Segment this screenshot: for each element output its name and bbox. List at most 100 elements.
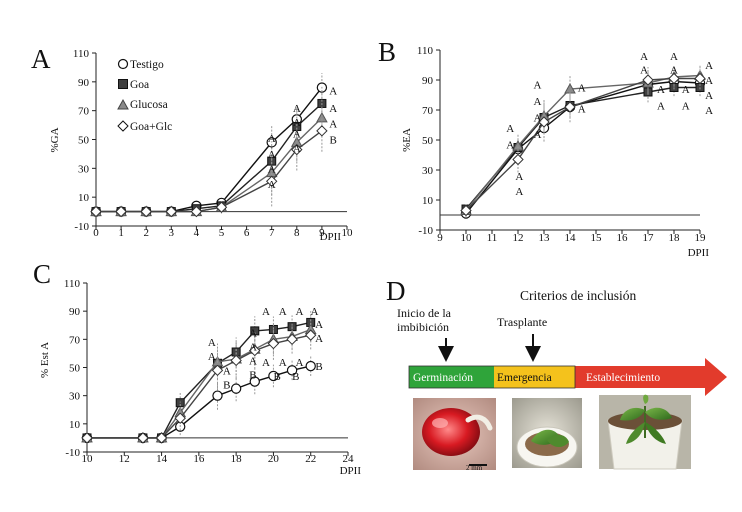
panel-b-series-testigo [460,74,706,219]
x-tick-label: 22 [305,453,316,465]
panel-d-letter: D [386,276,406,306]
y-tick-label: 30 [78,163,90,175]
data-point-testigo [305,360,316,372]
significance-letter: A [293,129,301,141]
significance-letter: A [249,341,257,353]
data-point-testigo [286,365,298,376]
y-tick-label: 70 [422,105,434,117]
significance-letter: A [515,171,523,183]
significance-letter: A [293,143,301,155]
significance-letter: A [329,119,337,131]
panel-c-x-axis-title: DPII [340,465,362,477]
panel-c-series-goa-glc [81,320,317,444]
legend-label-testigo: Testigo [130,59,164,71]
panel-b-letter: B [378,37,396,67]
y-tick-label: 50 [69,363,81,375]
germinated-seed-photo: 2 mm [413,398,496,472]
significance-letter: A [670,65,678,77]
significance-letter: A [296,357,304,369]
data-point-testigo [212,390,223,401]
x-tick-label: 20 [268,453,280,465]
x-tick-label: 12 [513,232,524,244]
x-tick-label: 4 [194,227,200,239]
data-point-goa-glc [215,201,228,213]
data-point-goa-glc [115,205,127,218]
x-tick-label: 16 [193,453,205,465]
significance-letter: A [268,179,276,191]
legend-item-goa: Goa [118,79,149,91]
data-point-goa-glc [512,153,524,166]
data-point-goa-glc [538,116,550,128]
data-point-goa-glc [230,354,242,367]
y-tick-label: 30 [422,165,434,177]
significance-letter: B [292,371,299,383]
x-tick-label: 15 [591,232,603,244]
x-tick-label: 18 [669,232,681,244]
stage-germination-label: Germinación [413,372,473,384]
legend-item-testigo: Testigo [117,58,164,71]
panel-a-legend: Testigo Goa Glucosa Goa+Glc [117,58,172,133]
panel-b-chart: B %EA DPII -10 10 30 50 70 90 110 9 10 11 12 13 14 15… [378,37,713,259]
y-tick-label: -10 [74,221,89,233]
data-point-glucosa [316,111,328,123]
x-tick-label: 17 [643,232,655,244]
significance-letter: A [293,103,301,115]
stage-establishment-label: Establecimiento [586,372,660,384]
data-point-goa-glc [316,125,328,137]
y-tick-label: 30 [69,391,81,403]
data-point-goa-glc [140,205,152,218]
label-transplant: Trasplante [497,315,547,329]
panel-b-series-goa-glc [460,66,706,218]
y-tick-label: -10 [65,447,80,459]
significance-letter: A [329,103,337,115]
significance-letter: A [578,83,586,95]
panel-a-letter: A [31,44,51,74]
stage-emergence-label: Emergencia [497,372,552,384]
x-tick-label: 16 [617,232,629,244]
significance-letter: A [262,357,270,369]
x-tick-label: 1 [118,227,124,239]
significance-letter: A [534,96,542,108]
significance-letter: A [705,75,713,87]
data-point-goa-glc [90,205,102,218]
data-point-testigo [268,370,279,382]
significance-letter: B [315,361,322,373]
x-tick-label: 5 [219,227,225,239]
data-point-goa-glc [190,205,203,218]
data-point-goa [250,326,260,336]
established-plant-photo [599,394,691,470]
stage-establishment-arrow [575,358,727,396]
significance-letter: B [249,370,256,382]
significance-letter: A [315,319,323,331]
legend-label-glucosa: Glucosa [130,99,168,111]
x-tick-label: 18 [231,453,243,465]
significance-letter: A [268,163,276,175]
significance-letter: A [249,327,257,339]
data-point-goa-glc [564,101,576,113]
x-tick-label: 14 [565,232,577,244]
significance-letter: A [329,85,337,97]
panel-a-series-goa-glc [90,109,328,218]
x-tick-label: 10 [342,227,354,239]
significance-letter: A [657,84,665,96]
x-tick-label: 13 [539,232,551,244]
y-tick-label: 90 [78,77,90,89]
legend-item-glucosa: Glucosa [117,98,168,111]
significance-letter: A [268,133,276,145]
panel-c-y-axis-title: % Est A [39,342,51,378]
significance-letter: A [640,65,648,77]
data-point-goa-glc [81,432,93,444]
legend-label-goa: Goa [130,79,149,91]
label-start-line1: Inicio de la [397,306,452,320]
data-point-goa-glc [286,333,298,346]
series-line-goa-glc [96,130,323,213]
y-tick-label: 110 [73,48,90,60]
data-point-goa-glc [137,432,149,444]
stage-germination-segment [409,366,494,388]
x-tick-label: 19 [695,232,707,244]
y-tick-label: 90 [422,75,434,87]
data-point-goa-glc [642,74,654,86]
significance-letter: A [534,129,542,141]
significance-letter: A [705,90,713,102]
data-point-goa-glc [305,329,317,341]
